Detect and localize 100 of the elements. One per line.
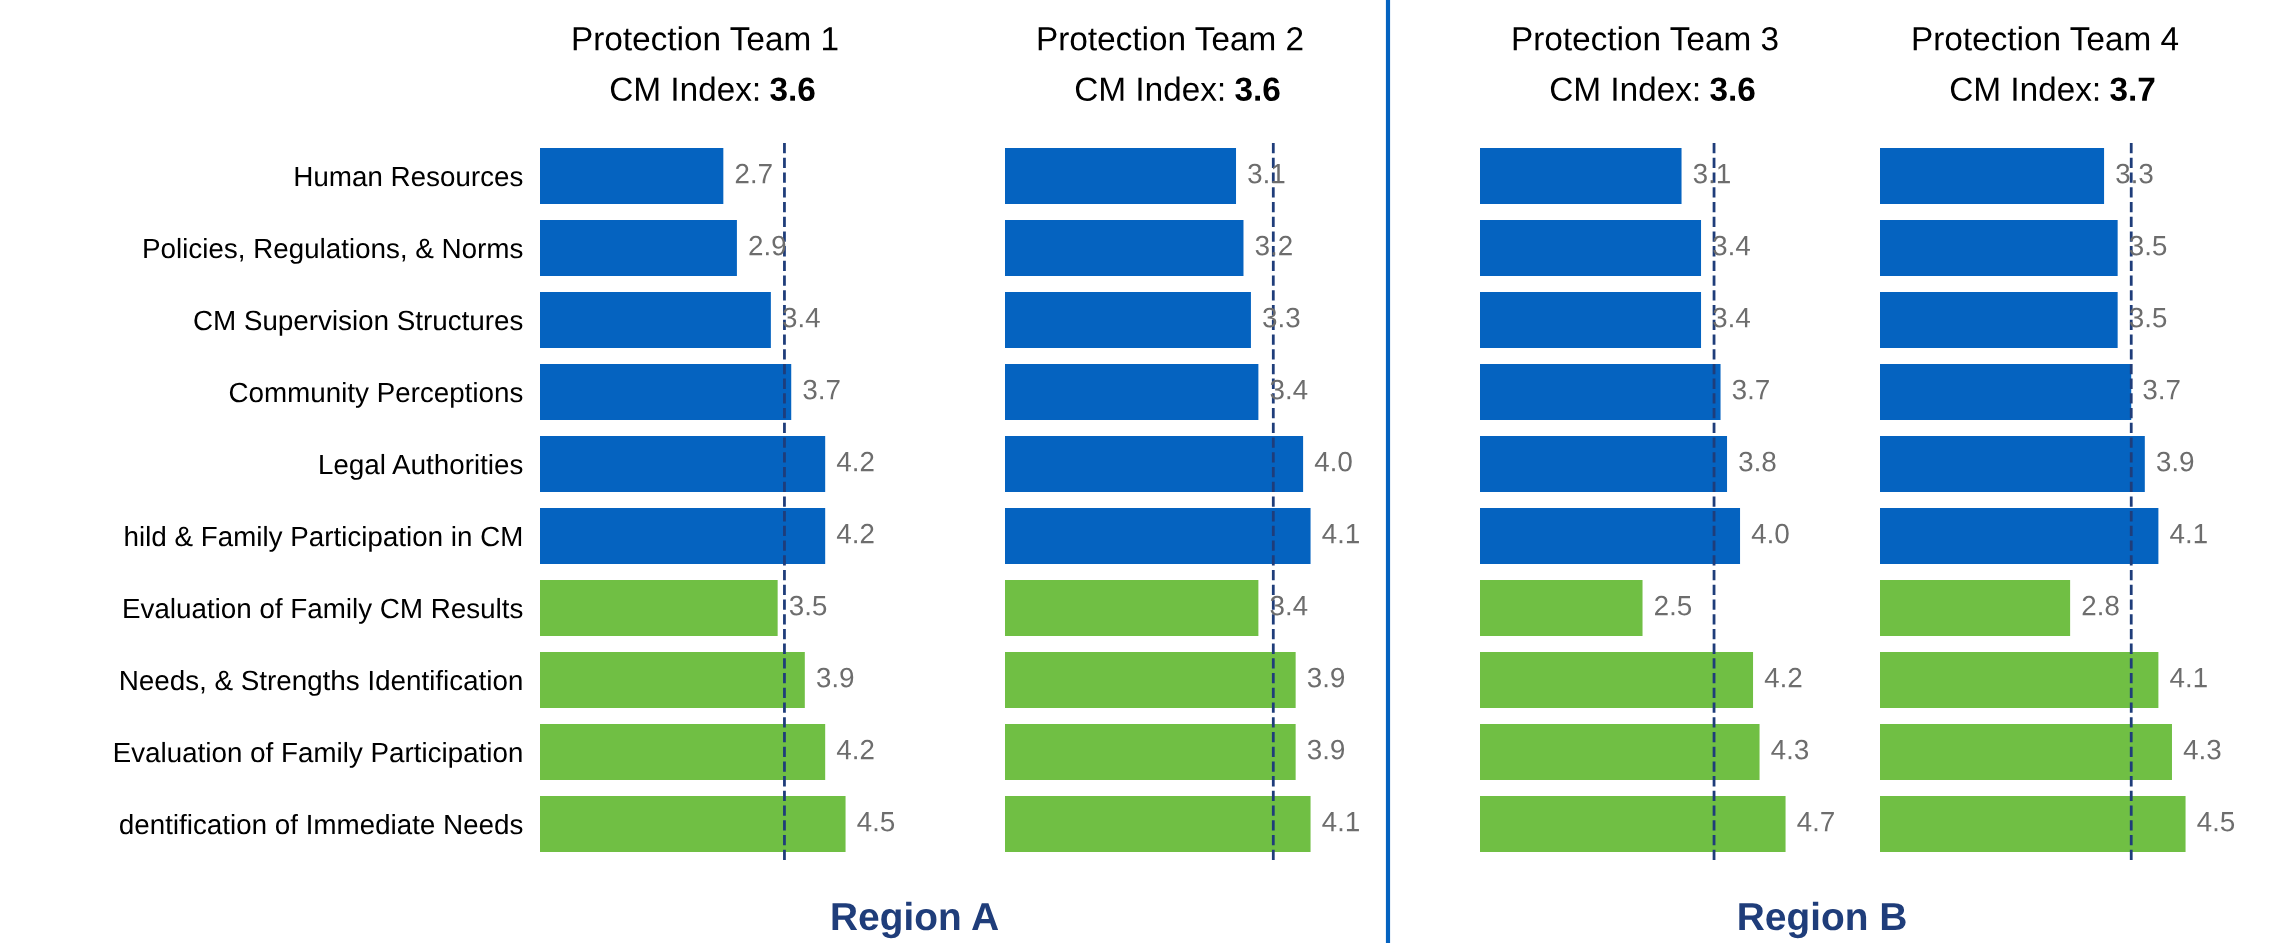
- y-tick-label: Community Perceptions: [229, 381, 523, 408]
- data-label: 3.3: [1263, 307, 1300, 328]
- data-label: 3.9: [1307, 739, 1345, 760]
- ref-line-label: 3.6: [1235, 77, 1280, 102]
- data-label: 4.2: [836, 451, 874, 472]
- chart-subtitle: CM Index:: [610, 76, 759, 102]
- bar: [1880, 507, 2159, 565]
- bar: [540, 147, 724, 205]
- bar: [1880, 363, 2132, 421]
- bar: [1480, 291, 1702, 349]
- data-label: 3.4: [1270, 379, 1308, 400]
- data-label: 3.9: [2156, 451, 2194, 472]
- bar: [1880, 795, 2186, 853]
- bar: [1480, 435, 1728, 493]
- y-tick-label: dentification of Immediate Needs: [119, 813, 523, 835]
- bar: [540, 507, 826, 565]
- data-label: 3.4: [1713, 307, 1750, 328]
- data-label: 4.0: [1314, 451, 1352, 472]
- bar: [1005, 651, 1296, 709]
- bar: [540, 219, 737, 277]
- ref-line-label: 3.6: [1710, 77, 1755, 102]
- data-label: 3.4: [1713, 235, 1750, 256]
- chart-subtitle: CM Index:: [1075, 76, 1224, 102]
- data-label: 4.2: [836, 739, 874, 760]
- y-tick-label: hild & Family Participation in CM: [125, 525, 522, 552]
- data-label: 3.8: [1739, 451, 1776, 472]
- ref-line-label: 3.7: [2110, 77, 2155, 102]
- bar: [1880, 219, 2118, 277]
- text: Region A: [832, 901, 999, 939]
- data-label: 4.0: [1751, 523, 1789, 544]
- data-label: 3.5: [2129, 307, 2167, 328]
- data-label: 4.1: [1322, 524, 1359, 544]
- data-label: 2.5: [1655, 595, 1692, 616]
- data-label: 3.5: [2129, 235, 2167, 256]
- bar: [540, 579, 778, 637]
- bar: [1480, 795, 1786, 853]
- ref-line-label: 3.6: [770, 77, 815, 102]
- bar: [540, 651, 805, 709]
- data-label: 3.7: [803, 379, 840, 400]
- data-label: 3.7: [1732, 379, 1769, 400]
- y-tick-label: Policies, Regulations, & Norms: [144, 237, 523, 264]
- data-label: 3.1: [1693, 163, 1730, 184]
- data-label: 4.2: [836, 523, 874, 544]
- chart-title: Protection Team 3: [1513, 26, 1778, 51]
- bar: [1005, 363, 1259, 421]
- bar: [1480, 363, 1721, 421]
- data-label: 4.3: [1771, 739, 1809, 760]
- bar: [1005, 147, 1237, 205]
- data-label: 2.7: [735, 163, 772, 184]
- y-tick-label: Needs, & Strengths Identification: [121, 669, 522, 696]
- y-tick-label: Legal Authorities: [320, 453, 523, 480]
- data-label: 4.2: [1764, 667, 1802, 688]
- bar: [540, 363, 792, 421]
- chart-subtitle: CM Index:: [1550, 76, 1699, 102]
- data-label: 4.1: [1322, 812, 1359, 832]
- bar: [1880, 291, 2118, 349]
- data-label: 2.9: [749, 235, 786, 256]
- bar: [1005, 507, 1311, 565]
- y-tick-label: Human Resources: [295, 166, 523, 187]
- y-tick-label: Evaluation of Family Participation: [114, 741, 522, 768]
- data-label: 3.1: [1248, 163, 1285, 184]
- data-label: 4.3: [2183, 739, 2221, 760]
- bar: [540, 291, 771, 349]
- chart-subtitle: CM Index:: [1950, 76, 2099, 102]
- bar: [1005, 291, 1251, 349]
- bar: [540, 795, 846, 853]
- y-tick-label: CM Supervision Structures: [194, 309, 523, 336]
- bar: [1880, 435, 2145, 493]
- data-label: 3.9: [816, 667, 854, 688]
- bar: [1005, 579, 1259, 637]
- data-label: 2.8: [2082, 595, 2119, 616]
- bar: [1480, 723, 1760, 781]
- chart-title: Protection Team 2: [1038, 26, 1303, 51]
- bar: [1005, 219, 1244, 277]
- data-label: 3.4: [783, 307, 820, 328]
- data-label: 4.5: [857, 812, 895, 832]
- bar: [540, 723, 826, 781]
- bar: [1480, 579, 1643, 637]
- data-label: 4.1: [2170, 524, 2207, 544]
- bar: [1880, 651, 2159, 709]
- data-label: 4.1: [2170, 668, 2207, 688]
- bar: [1005, 723, 1296, 781]
- data-label: 3.3: [2116, 163, 2153, 184]
- bar: [1480, 507, 1741, 565]
- bar: [1480, 651, 1754, 709]
- y-tick-label: Evaluation of Family CM Results: [124, 597, 523, 624]
- data-label: 4.7: [1797, 812, 1834, 832]
- chart-title: Protection Team 4: [1913, 26, 2179, 51]
- data-label: 3.5: [789, 595, 827, 616]
- bar: [1880, 147, 2105, 205]
- bar: [1480, 147, 1682, 205]
- text: Region B: [1739, 901, 1906, 939]
- chart-title: Protection Team 1: [573, 26, 838, 51]
- data-label: 3.2: [1255, 235, 1292, 256]
- data-label: 4.5: [2197, 812, 2235, 832]
- bar: [1880, 723, 2172, 781]
- bar: [1005, 435, 1304, 493]
- data-label: 3.7: [2143, 379, 2180, 400]
- bar: [1480, 219, 1702, 277]
- data-label: 3.9: [1307, 667, 1345, 688]
